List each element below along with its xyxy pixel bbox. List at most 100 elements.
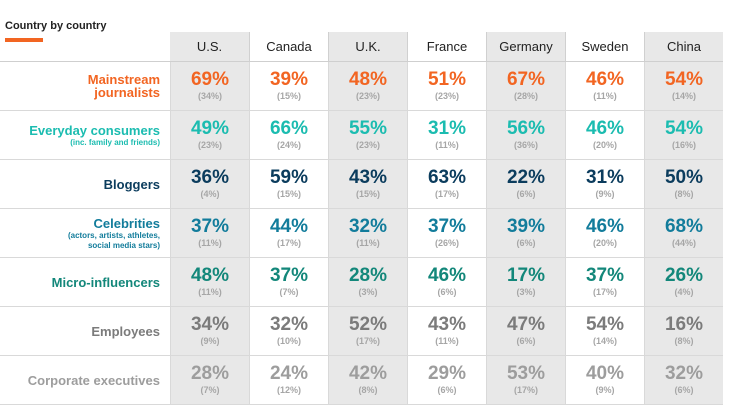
base-percent: (6%) <box>516 238 536 248</box>
value-cell: 16% (8%) <box>644 307 723 356</box>
value-cell: 24% (12%) <box>249 356 328 405</box>
percent-value: 22% <box>506 167 546 188</box>
base-percent: (20%) <box>592 140 617 150</box>
value-cell: 49% (23%) <box>170 111 249 160</box>
value-cell: 54% (14%) <box>565 307 644 356</box>
value-cell: 68% (44%) <box>644 209 723 258</box>
value-cell: 54% (16%) <box>644 111 723 160</box>
percent-value: 68% <box>664 216 704 237</box>
value-cell: 26% (4%) <box>644 258 723 307</box>
value-cell: 29% (6%) <box>407 356 486 405</box>
value-cell: 37% (17%) <box>565 258 644 307</box>
percent-value: 17% <box>506 265 546 286</box>
value-cell: 46% (20%) <box>565 111 644 160</box>
base-percent: (12%) <box>276 385 301 395</box>
base-percent: (23%) <box>434 91 459 101</box>
percent-value: 32% <box>348 216 388 237</box>
value-cell: 46% (20%) <box>565 209 644 258</box>
value-cell: 40% (9%) <box>565 356 644 405</box>
percent-value: 44% <box>269 216 309 237</box>
value-cell: 50% (8%) <box>644 160 723 209</box>
value-cell: 37% (26%) <box>407 209 486 258</box>
value-cell: 46% (6%) <box>407 258 486 307</box>
base-percent: (15%) <box>355 189 380 199</box>
percent-value: 32% <box>664 363 704 384</box>
percent-value: 29% <box>427 363 467 384</box>
base-percent: (14%) <box>592 336 617 346</box>
row-label-line: Mainstream <box>87 72 160 87</box>
value-cell: 17% (3%) <box>486 258 565 307</box>
percent-value: 46% <box>427 265 467 286</box>
base-percent: (3%) <box>358 287 378 297</box>
title-accent-bar <box>5 38 43 42</box>
base-percent: (16%) <box>671 140 696 150</box>
percent-value: 66% <box>269 118 309 139</box>
percent-value: 54% <box>664 118 704 139</box>
percent-value: 55% <box>348 118 388 139</box>
value-cell: 55% (23%) <box>328 111 407 160</box>
value-cell: 43% (15%) <box>328 160 407 209</box>
percent-value: 52% <box>348 314 388 335</box>
percent-value: 37% <box>190 216 230 237</box>
table-corner <box>0 32 170 62</box>
percent-value: 28% <box>190 363 230 384</box>
base-percent: (11%) <box>435 140 459 150</box>
row-label: Everyday consumers (inc. family and frien… <box>0 111 170 160</box>
value-cell: 51% (23%) <box>407 62 486 111</box>
base-percent: (8%) <box>358 385 378 395</box>
base-percent: (3%) <box>516 287 536 297</box>
percent-value: 67% <box>506 69 546 90</box>
column-header: U.S. <box>170 32 249 62</box>
base-percent: (6%) <box>516 336 536 346</box>
column-header: France <box>407 32 486 62</box>
value-cell: 52% (17%) <box>328 307 407 356</box>
value-cell: 42% (8%) <box>328 356 407 405</box>
percent-value: 37% <box>585 265 625 286</box>
base-percent: (20%) <box>592 238 617 248</box>
value-cell: 31% (9%) <box>565 160 644 209</box>
base-percent: (9%) <box>595 189 615 199</box>
base-percent: (11%) <box>435 336 459 346</box>
value-cell: 69% (34%) <box>170 62 249 111</box>
value-cell: 53% (17%) <box>486 356 565 405</box>
percent-value: 39% <box>506 216 546 237</box>
value-cell: 44% (17%) <box>249 209 328 258</box>
percent-value: 46% <box>585 118 625 139</box>
row-label: Celebrities (actors, artists, athletes, so… <box>0 209 170 258</box>
percent-value: 42% <box>348 363 388 384</box>
percent-value: 49% <box>190 118 230 139</box>
row-label-line: Micro-influencers <box>51 274 160 290</box>
percent-value: 48% <box>348 69 388 90</box>
value-cell: 46% (11%) <box>565 62 644 111</box>
base-percent: (17%) <box>513 385 538 395</box>
base-percent: (28%) <box>513 91 538 101</box>
percent-value: 24% <box>269 363 309 384</box>
row-label: Bloggers <box>0 160 170 209</box>
base-percent: (34%) <box>197 91 222 101</box>
value-cell: 47% (6%) <box>486 307 565 356</box>
column-header: China <box>644 32 723 62</box>
table-title: Country by country <box>5 20 107 32</box>
percent-value: 56% <box>506 118 546 139</box>
value-cell: 28% (3%) <box>328 258 407 307</box>
row-label-line: Employees <box>91 323 160 339</box>
base-percent: (11%) <box>198 287 222 297</box>
value-cell: 66% (24%) <box>249 111 328 160</box>
value-cell: 63% (17%) <box>407 160 486 209</box>
base-percent: (17%) <box>592 287 617 297</box>
base-percent: (11%) <box>198 238 222 248</box>
percent-value: 37% <box>427 216 467 237</box>
percent-value: 36% <box>190 167 230 188</box>
percent-value: 50% <box>664 167 704 188</box>
value-cell: 56% (36%) <box>486 111 565 160</box>
base-percent: (17%) <box>276 238 301 248</box>
base-percent: (44%) <box>671 238 696 248</box>
value-cell: 39% (15%) <box>249 62 328 111</box>
percent-value: 59% <box>269 167 309 188</box>
value-cell: 48% (11%) <box>170 258 249 307</box>
base-percent: (9%) <box>595 385 615 395</box>
row-label-line: Corporate executives <box>27 372 160 388</box>
percent-value: 46% <box>585 216 625 237</box>
column-header: Germany <box>486 32 565 62</box>
value-cell: 67% (28%) <box>486 62 565 111</box>
